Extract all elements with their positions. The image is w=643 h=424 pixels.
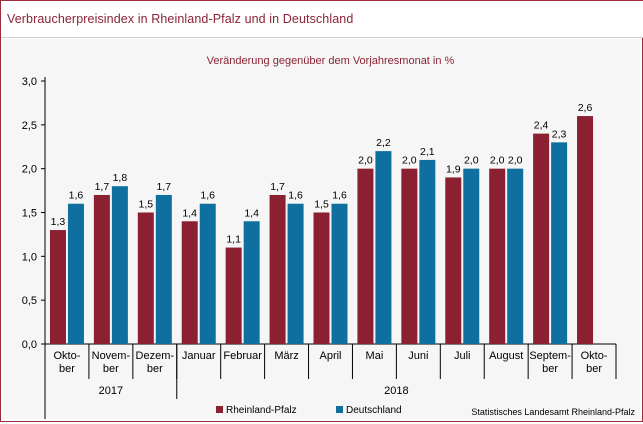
bar-value-label: 1,6 xyxy=(200,190,215,202)
legend-label: Deutschland xyxy=(346,405,402,416)
bar xyxy=(137,212,154,344)
bar xyxy=(357,168,374,344)
bar xyxy=(93,194,110,344)
bar-value-label: 1,3 xyxy=(51,216,66,228)
bar-value-label: 2,1 xyxy=(420,146,435,158)
bar-value-label: 1,7 xyxy=(270,181,285,193)
page-title: Verbraucherpreisindex in Rheinland-Pfalz… xyxy=(7,12,354,26)
bar xyxy=(375,151,392,344)
bar-value-label: 2,0 xyxy=(358,155,373,167)
legend-label: Rheinland-Pfalz xyxy=(226,405,297,416)
bar-value-label: 2,2 xyxy=(376,137,391,149)
bar xyxy=(199,203,216,344)
year-label: 2017 xyxy=(99,385,123,397)
x-tick-label: Dezem-ber xyxy=(136,350,175,375)
bar xyxy=(551,142,568,344)
x-tick-label: Juli xyxy=(454,350,471,362)
bar-value-label: 1,1 xyxy=(226,234,241,246)
bar xyxy=(225,247,242,344)
chart-subtitle: Veränderung gegenüber dem Vorjahresmonat… xyxy=(207,55,455,67)
bar xyxy=(489,168,506,344)
legend-swatch xyxy=(336,406,343,413)
bar xyxy=(507,168,524,344)
x-tick-label: Okto-ber xyxy=(54,350,81,375)
x-tick-label: März xyxy=(274,350,298,362)
bar xyxy=(577,116,594,344)
bar-value-label: 1,6 xyxy=(69,190,84,202)
bar-value-label: 2,0 xyxy=(508,155,523,167)
x-tick-label: Septem-ber xyxy=(529,350,571,375)
y-tick-label: 1,0 xyxy=(22,251,37,263)
bar xyxy=(269,194,286,344)
bar-value-label: 2,0 xyxy=(490,155,505,167)
legend-swatch xyxy=(216,406,223,413)
bar-value-label: 1,6 xyxy=(288,190,303,202)
bar-value-label: 1,5 xyxy=(314,199,329,211)
bar-value-label: 1,7 xyxy=(95,181,110,193)
y-tick-label: 3,0 xyxy=(22,76,37,88)
bar-chart: Veränderung gegenüber dem Vorjahresmonat… xyxy=(22,55,635,424)
y-tick-label: 2,5 xyxy=(22,120,37,132)
y-tick-label: 1,5 xyxy=(22,208,37,220)
bar xyxy=(401,168,418,344)
bar-value-label: 1,7 xyxy=(157,181,172,193)
x-tick-label: August xyxy=(489,350,523,362)
bar xyxy=(181,221,198,344)
year-label: 2018 xyxy=(384,385,408,397)
bar xyxy=(67,203,84,344)
bar xyxy=(331,203,348,344)
y-tick-label: 2,0 xyxy=(22,164,37,176)
x-tick-label: Novem-ber xyxy=(92,350,131,375)
bar xyxy=(49,230,66,344)
bar-value-label: 2,4 xyxy=(534,120,549,132)
bar xyxy=(533,133,550,344)
bar-value-label: 1,5 xyxy=(139,199,154,211)
y-tick-label: 0,5 xyxy=(22,295,37,307)
bar xyxy=(111,186,128,344)
bar xyxy=(287,203,304,344)
bar xyxy=(419,159,436,344)
bar-value-label: 1,8 xyxy=(113,172,128,184)
bar-value-label: 2,0 xyxy=(464,155,479,167)
bar-value-label: 1,4 xyxy=(244,207,259,219)
bar xyxy=(243,221,260,344)
chart-panel: Veränderung gegenüber dem Vorjahresmonat… xyxy=(3,39,640,424)
bar-value-label: 2,0 xyxy=(402,155,417,167)
x-tick-label: Juni xyxy=(408,350,428,362)
x-tick-label: Februar xyxy=(223,350,262,362)
bar xyxy=(313,212,330,344)
x-tick-label: Mai xyxy=(366,350,384,362)
bar-value-label: 1,4 xyxy=(182,207,197,219)
x-tick-label: Januar xyxy=(182,350,216,362)
title-bar: Verbraucherpreisindex in Rheinland-Pfalz… xyxy=(1,1,643,38)
bar xyxy=(155,194,172,344)
bar-value-label: 2,6 xyxy=(578,102,593,114)
x-tick-label: April xyxy=(319,350,341,362)
bar-value-label: 2,3 xyxy=(552,128,567,140)
bar-value-label: 1,6 xyxy=(332,190,347,202)
bar xyxy=(445,177,462,344)
y-tick-label: 0,0 xyxy=(22,339,37,351)
x-tick-label: Okto-ber xyxy=(581,350,608,375)
bar-value-label: 1,9 xyxy=(446,163,461,175)
bar xyxy=(463,168,480,344)
source-note: Statistisches Landesamt Rheinland-Pfalz xyxy=(471,407,635,417)
